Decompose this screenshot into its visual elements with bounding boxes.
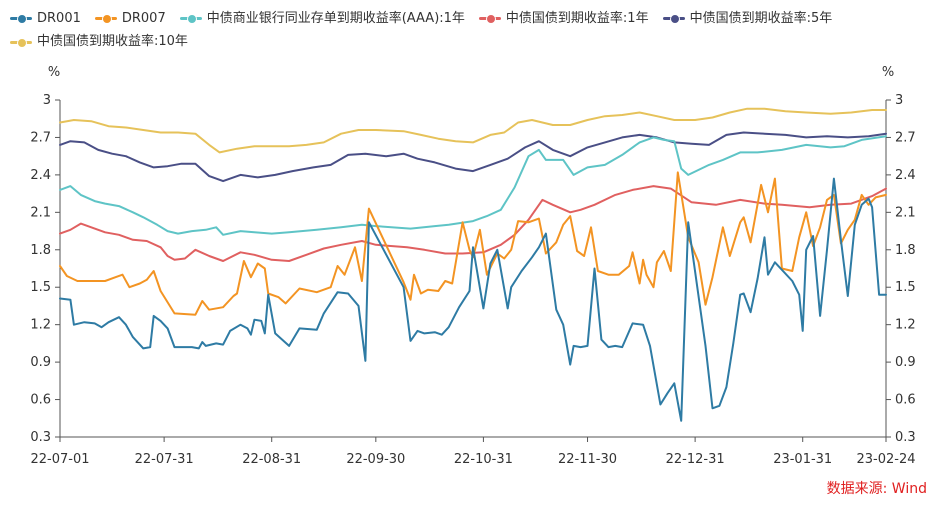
legend-swatch xyxy=(179,14,202,24)
legend-swatch xyxy=(10,14,32,24)
y-tick-label-right: 1.8 xyxy=(895,243,916,258)
y-tick-label-left: 1.2 xyxy=(30,318,51,333)
y-tick-label-right: 3 xyxy=(895,93,903,108)
y-tick-label-right: 2.7 xyxy=(895,130,916,145)
legend-item-4[interactable]: 中债国债到期收益率:1年 xyxy=(478,8,649,30)
legend-swatch xyxy=(94,14,117,24)
series-line-3 xyxy=(59,135,887,236)
legend-item-2[interactable]: DR007 xyxy=(94,8,166,30)
legend-label: 中债国债到期收益率:10年 xyxy=(37,34,188,49)
legend-item-6[interactable]: 中债国债到期收益率:10年 xyxy=(10,31,188,53)
x-tick-label: 22-07-31 xyxy=(135,452,194,467)
legend-swatch xyxy=(478,14,501,24)
x-tick-label: 22-07-01 xyxy=(30,452,89,467)
y-tick-label-left: 1.5 xyxy=(30,280,51,295)
legend-label: 中债国债到期收益率:5年 xyxy=(689,10,833,26)
x-tick-label: 22-08-31 xyxy=(242,452,301,467)
y-tick-label-right: 1.2 xyxy=(895,318,916,333)
y-tick-label-left: 0.9 xyxy=(30,355,51,370)
x-tick-label: 22-09-30 xyxy=(346,452,405,467)
series-line-1 xyxy=(59,177,887,422)
x-tick-label: 23-02-24 xyxy=(856,452,915,467)
data-source-label: 数据来源: Wind xyxy=(826,481,927,497)
y-tick-label-right: 0.9 xyxy=(895,355,916,370)
y-tick-label-left: 0.3 xyxy=(30,430,51,445)
y-tick-label-right: 1.5 xyxy=(895,280,916,295)
y-tick-label-left: 2.4 xyxy=(30,168,51,183)
x-tick-label: 23-01-31 xyxy=(773,452,832,467)
y-tick-label-left: 2.1 xyxy=(30,205,51,220)
y-tick-label-right: 0.6 xyxy=(895,393,916,408)
series-line-4 xyxy=(59,185,887,262)
legend-label: 中债商业银行同业存单到期收益率(AAA):1年 xyxy=(206,10,465,26)
y-tick-label-left: 1.8 xyxy=(30,243,51,258)
legend-label: DR001 xyxy=(37,10,81,26)
legend-item-5[interactable]: 中债国债到期收益率:5年 xyxy=(662,8,833,30)
y-unit-left: % xyxy=(48,65,60,80)
y-tick-label-right: 2.4 xyxy=(895,168,916,183)
legend-label: 中债国债到期收益率:1年 xyxy=(505,10,649,26)
x-tick-label: 22-11-30 xyxy=(558,452,617,467)
legend-item-3[interactable]: 中债商业银行同业存单到期收益率(AAA):1年 xyxy=(179,8,465,30)
y-unit-right: % xyxy=(882,65,894,80)
legend-swatch xyxy=(662,14,685,24)
chart-legend: DR001 DR007 中债商业银行同业存单到期收益率(AAA):1年 中债国债到期收… xyxy=(10,6,940,53)
y-tick-label-left: 3 xyxy=(43,93,51,108)
series-line-6 xyxy=(59,107,887,154)
x-tick-label: 22-10-31 xyxy=(454,452,513,467)
series-line-5 xyxy=(59,131,887,183)
x-tick-label: 22-12-31 xyxy=(666,452,725,467)
legend-label: DR007 xyxy=(121,10,166,26)
legend-swatch xyxy=(10,37,32,48)
y-tick-label-right: 0.3 xyxy=(895,430,916,445)
legend-item-1[interactable]: DR001 xyxy=(10,8,81,30)
series-line-2 xyxy=(59,171,887,316)
y-tick-label-left: 2.7 xyxy=(30,130,51,145)
y-tick-label-left: 0.6 xyxy=(30,393,51,408)
y-tick-label-right: 2.1 xyxy=(895,205,916,220)
